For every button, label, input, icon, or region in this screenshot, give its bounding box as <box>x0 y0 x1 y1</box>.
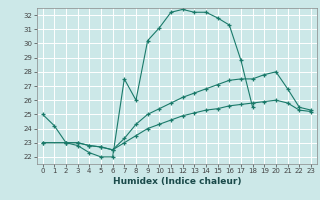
X-axis label: Humidex (Indice chaleur): Humidex (Indice chaleur) <box>113 177 241 186</box>
